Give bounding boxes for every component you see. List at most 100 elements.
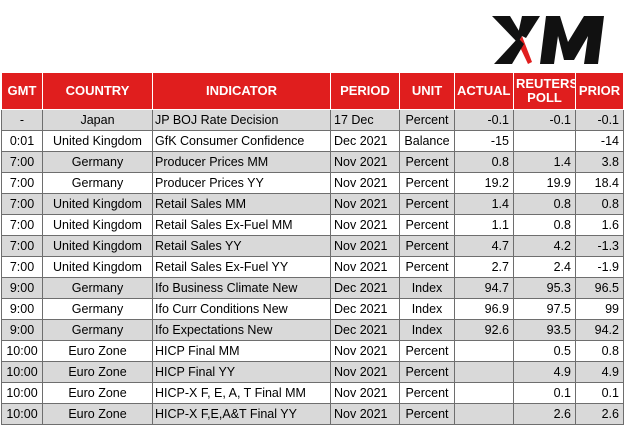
period-cell: Nov 2021 xyxy=(330,382,400,404)
gmt-cell: 0:01 xyxy=(1,130,43,152)
prior-cell: 4.9 xyxy=(575,361,624,383)
country-cell: Euro Zone xyxy=(42,340,153,362)
prior-cell: 1.6 xyxy=(575,214,624,236)
gmt-cell: 7:00 xyxy=(1,172,43,194)
indicator-cell: HICP Final MM xyxy=(152,340,331,362)
gmt-cell: 7:00 xyxy=(1,151,43,173)
period-cell: Dec 2021 xyxy=(330,277,400,299)
period-cell: Nov 2021 xyxy=(330,340,400,362)
table-row: 7:00 United Kingdom Retail Sales Ex-Fuel Y… xyxy=(1,256,624,278)
gmt-cell: 7:00 xyxy=(1,193,43,215)
indicator-cell: HICP Final YY xyxy=(152,361,331,383)
unit-cell: Percent xyxy=(399,256,455,278)
gmt-cell: 10:00 xyxy=(1,382,43,404)
period-cell: Nov 2021 xyxy=(330,361,400,383)
unit-cell: Percent xyxy=(399,340,455,362)
actual-cell: 1.4 xyxy=(454,193,514,215)
table-row: - Japan JP BOJ Rate Decision 17 Dec Percent -… xyxy=(1,109,624,131)
country-cell: Germany xyxy=(42,319,153,341)
unit-cell: Percent xyxy=(399,193,455,215)
table-row: 9:00 Germany Ifo Curr Conditions New Dec 20… xyxy=(1,298,624,320)
period-cell: Nov 2021 xyxy=(330,193,400,215)
reuters-poll-cell: 1.4 xyxy=(513,151,576,173)
header-unit: UNIT xyxy=(399,72,455,110)
indicator-cell: Producer Prices YY xyxy=(152,172,331,194)
indicator-cell: HICP-X F,E,A&T Final YY xyxy=(152,403,331,425)
table-row: 10:00 Euro Zone HICP-X F,E,A&T Final YY Nov… xyxy=(1,403,624,425)
unit-cell: Percent xyxy=(399,382,455,404)
indicator-cell: JP BOJ Rate Decision xyxy=(152,109,331,131)
country-cell: Germany xyxy=(42,277,153,299)
country-cell: Euro Zone xyxy=(42,382,153,404)
gmt-cell: 10:00 xyxy=(1,361,43,383)
actual-cell: 92.6 xyxy=(454,319,514,341)
reuters-poll-cell: 4.2 xyxy=(513,235,576,257)
country-cell: Germany xyxy=(42,151,153,173)
country-cell: United Kingdom xyxy=(42,193,153,215)
reuters-poll-cell: 0.8 xyxy=(513,193,576,215)
prior-cell: 99 xyxy=(575,298,624,320)
country-cell: Germany xyxy=(42,298,153,320)
header-prior: PRIOR xyxy=(575,72,624,110)
table-row: 7:00 Germany Producer Prices YY Nov 2021 Per… xyxy=(1,172,624,194)
gmt-cell: 10:00 xyxy=(1,340,43,362)
actual-cell: 2.7 xyxy=(454,256,514,278)
header-country: COUNTRY xyxy=(42,72,153,110)
reuters-poll-cell: 19.9 xyxy=(513,172,576,194)
country-cell: United Kingdom xyxy=(42,214,153,236)
prior-cell: 94.2 xyxy=(575,319,624,341)
prior-cell: 2.6 xyxy=(575,403,624,425)
country-cell: Germany xyxy=(42,172,153,194)
gmt-cell: 10:00 xyxy=(1,403,43,425)
period-cell: Dec 2021 xyxy=(330,130,400,152)
unit-cell: Percent xyxy=(399,214,455,236)
header-row: GMT COUNTRY INDICATOR PERIOD UNIT ACTUAL… xyxy=(1,72,624,110)
indicator-cell: Retail Sales MM xyxy=(152,193,331,215)
period-cell: Dec 2021 xyxy=(330,298,400,320)
header-indicator: INDICATOR xyxy=(152,72,331,110)
indicator-cell: Ifo Curr Conditions New xyxy=(152,298,331,320)
reuters-poll-cell: 2.6 xyxy=(513,403,576,425)
unit-cell: Percent xyxy=(399,403,455,425)
table-row: 10:00 Euro Zone HICP Final MM Nov 2021 Perce… xyxy=(1,340,624,362)
period-cell: Nov 2021 xyxy=(330,151,400,173)
table-body: - Japan JP BOJ Rate Decision 17 Dec Percent -… xyxy=(1,109,624,425)
prior-cell: -1.9 xyxy=(575,256,624,278)
reuters-poll-cell: 97.5 xyxy=(513,298,576,320)
gmt-cell: - xyxy=(1,109,43,131)
prior-cell: -14 xyxy=(575,130,624,152)
table-row: 9:00 Germany Ifo Business Climate New Dec 2… xyxy=(1,277,624,299)
country-cell: United Kingdom xyxy=(42,235,153,257)
table-row: 0:01 United Kingdom GfK Consumer Confidenc… xyxy=(1,130,624,152)
indicator-cell: Retail Sales Ex-Fuel YY xyxy=(152,256,331,278)
gmt-cell: 9:00 xyxy=(1,319,43,341)
reuters-poll-cell: 95.3 xyxy=(513,277,576,299)
reuters-poll-cell: 0.8 xyxy=(513,214,576,236)
table-row: 7:00 United Kingdom Retail Sales YY Nov 202… xyxy=(1,235,624,257)
unit-cell: Percent xyxy=(399,361,455,383)
gmt-cell: 7:00 xyxy=(1,235,43,257)
actual-cell: 1.1 xyxy=(454,214,514,236)
reuters-poll-cell: 4.9 xyxy=(513,361,576,383)
period-cell: Nov 2021 xyxy=(330,256,400,278)
reuters-poll-cell xyxy=(513,130,576,152)
unit-cell: Balance xyxy=(399,130,455,152)
country-cell: United Kingdom xyxy=(42,130,153,152)
table-row: 7:00 Germany Producer Prices MM Nov 2021 Per… xyxy=(1,151,624,173)
actual-cell: 19.2 xyxy=(454,172,514,194)
gmt-cell: 7:00 xyxy=(1,214,43,236)
actual-cell: 94.7 xyxy=(454,277,514,299)
unit-cell: Percent xyxy=(399,109,455,131)
unit-cell: Percent xyxy=(399,151,455,173)
table-row: 9:00 Germany Ifo Expectations New Dec 2021 I… xyxy=(1,319,624,341)
country-cell: Euro Zone xyxy=(42,403,153,425)
country-cell: Euro Zone xyxy=(42,361,153,383)
prior-cell: 0.8 xyxy=(575,193,624,215)
header-reuters-poll: REUTERS POLL xyxy=(513,72,576,110)
actual-cell: -0.1 xyxy=(454,109,514,131)
actual-cell xyxy=(454,382,514,404)
prior-cell: 0.8 xyxy=(575,340,624,362)
indicator-cell: GfK Consumer Confidence xyxy=(152,130,331,152)
reuters-poll-cell: 0.1 xyxy=(513,382,576,404)
table-row: 7:00 United Kingdom Retail Sales MM Nov 202… xyxy=(1,193,624,215)
